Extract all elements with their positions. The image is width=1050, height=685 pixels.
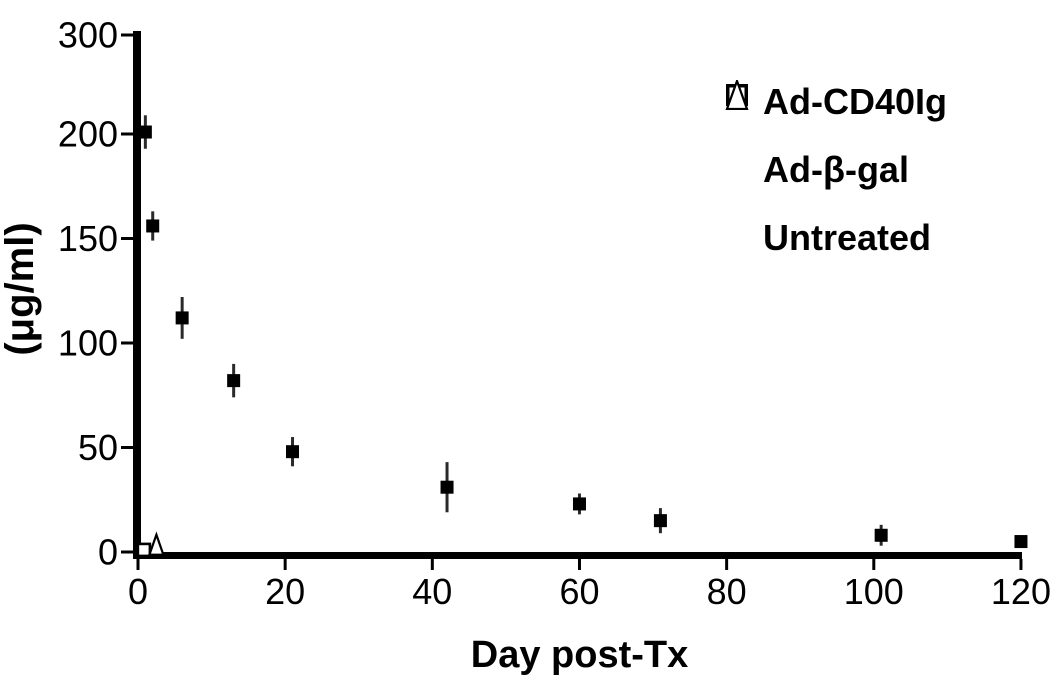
series-Ad-CD40Ig bbox=[138, 115, 1028, 549]
x-axis-title: Day post-Tx bbox=[470, 634, 689, 676]
x-tick-label: 100 bbox=[844, 571, 904, 612]
y-tick-label: 50 bbox=[78, 427, 118, 468]
legend-label: Ad-CD40Ig bbox=[763, 81, 948, 122]
y-tick-label: 100 bbox=[58, 323, 118, 364]
series-Untreated bbox=[147, 531, 165, 556]
legend-item: Ad-β-gal bbox=[723, 84, 947, 192]
open-triangle-marker bbox=[147, 531, 165, 556]
x-tick-label: 0 bbox=[128, 571, 148, 612]
y-tick-label: 300 bbox=[58, 15, 118, 56]
open-square-marker bbox=[136, 542, 152, 558]
filled-square-marker bbox=[138, 125, 152, 139]
legend: Ad-CD40Ig Ad-β-gal Untreated bbox=[723, 80, 947, 284]
x-tick-label: 60 bbox=[559, 571, 599, 612]
x-tick-label: 120 bbox=[991, 571, 1050, 612]
x-tick-label: 40 bbox=[412, 571, 452, 612]
legend-label: Ad-β-gal bbox=[763, 149, 909, 190]
legend-item: Ad-CD40Ig bbox=[723, 80, 947, 124]
legend-label: Untreated bbox=[763, 217, 932, 258]
filled-square-marker bbox=[653, 514, 667, 528]
open-triangle-icon bbox=[723, 80, 753, 253]
filled-square-marker bbox=[175, 311, 189, 325]
y-tick-label: 200 bbox=[58, 114, 118, 155]
filled-square-marker bbox=[286, 445, 300, 459]
series-Ad-β-gal bbox=[136, 542, 152, 558]
legend-item: Untreated bbox=[723, 80, 947, 260]
open-square-icon bbox=[723, 84, 753, 185]
y-axis-title: (μg/ml) bbox=[0, 222, 42, 356]
x-tick-label: 80 bbox=[707, 571, 747, 612]
filled-square-marker bbox=[146, 219, 160, 233]
y-tick-label: 150 bbox=[58, 218, 118, 259]
filled-square-marker bbox=[227, 374, 241, 388]
filled-square-marker bbox=[572, 497, 586, 511]
filled-square-marker bbox=[874, 528, 888, 542]
filled-square-marker bbox=[440, 480, 454, 494]
y-tick-label: 0 bbox=[98, 532, 118, 573]
filled-square-marker bbox=[1014, 535, 1028, 549]
x-tick-label: 20 bbox=[265, 571, 305, 612]
